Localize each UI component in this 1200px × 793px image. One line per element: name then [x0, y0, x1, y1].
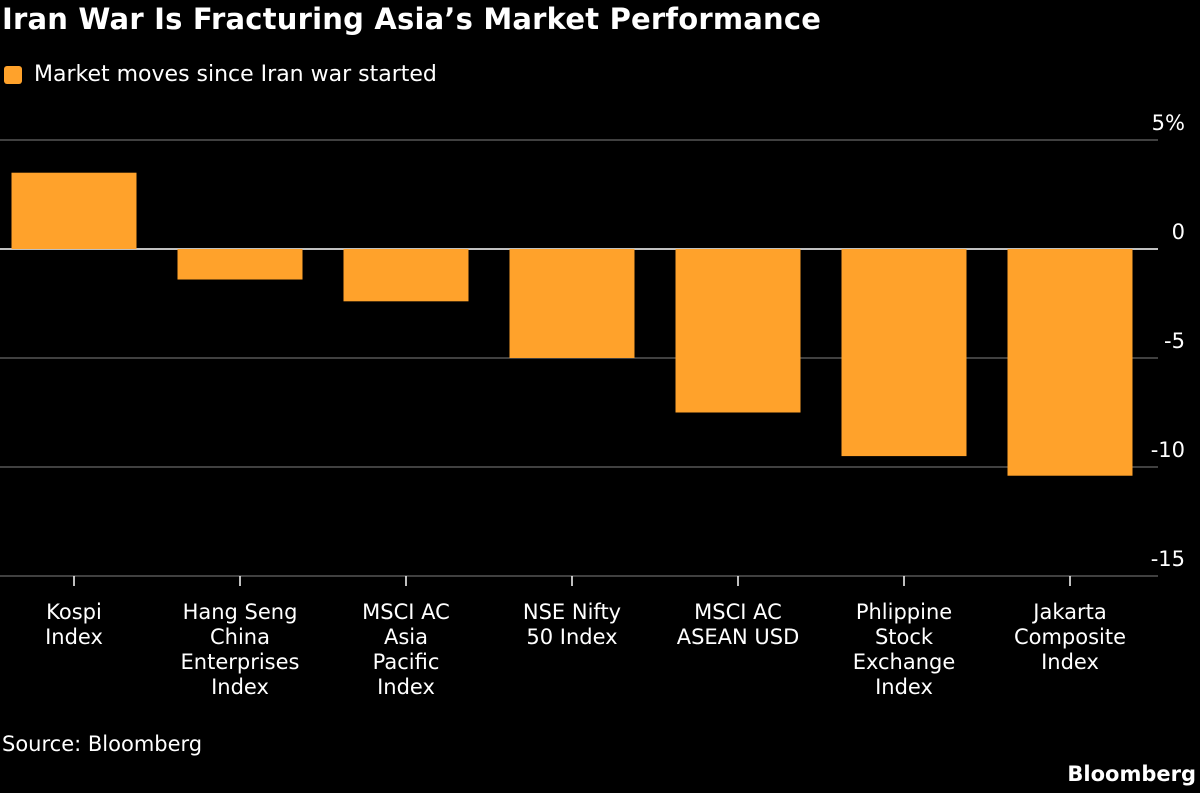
x-tick-label: MSCI AC: [362, 600, 450, 624]
x-tick-label: Index: [875, 675, 933, 699]
x-tick-label: NSE Nifty: [523, 600, 621, 624]
x-tick-label: Index: [377, 675, 435, 699]
bar: [11, 172, 137, 249]
legend: Market moves since Iran war started: [4, 62, 437, 87]
bloomberg-logo: Bloomberg: [1067, 762, 1196, 786]
x-tick-label: Enterprises: [181, 650, 300, 674]
bar: [841, 249, 967, 457]
x-tick-label: Composite: [1014, 625, 1126, 649]
bar: [675, 249, 801, 413]
bar: [509, 249, 635, 358]
x-tick-label: Index: [45, 625, 103, 649]
x-tick-label: ASEAN USD: [677, 625, 800, 649]
x-tick-label: Index: [211, 675, 269, 699]
x-tick-label: Stock: [875, 625, 934, 649]
x-tick-label: 50 Index: [526, 625, 617, 649]
bar: [343, 249, 469, 302]
legend-label: Market moves since Iran war started: [34, 62, 437, 87]
source-note: Source: Bloomberg: [2, 732, 203, 756]
x-tick-label: Pacific: [373, 650, 440, 674]
y-tick-label: -10: [1151, 438, 1185, 462]
x-tick-label: Phlippine: [856, 600, 952, 624]
bar: [1007, 249, 1133, 476]
x-tick-label: Kospi: [46, 600, 102, 624]
y-tick-label: 5%: [1152, 111, 1185, 135]
y-tick-label: -15: [1151, 547, 1185, 571]
x-tick-label: Hang Seng: [183, 600, 298, 624]
bar: [177, 249, 303, 280]
x-tick-label: China: [210, 625, 270, 649]
x-tick-label: Asia: [384, 625, 428, 649]
x-tick-label: Exchange: [853, 650, 956, 674]
legend-swatch: [4, 65, 22, 84]
x-tick-label: MSCI AC: [694, 600, 782, 624]
y-tick-label: -5: [1164, 329, 1185, 353]
y-tick-label: 0: [1172, 220, 1185, 244]
x-tick-label: Jakarta: [1031, 600, 1106, 624]
x-tick-label: Index: [1041, 650, 1099, 674]
chart-title: Iran War Is Fracturing Asia’s Market Per…: [2, 2, 822, 36]
